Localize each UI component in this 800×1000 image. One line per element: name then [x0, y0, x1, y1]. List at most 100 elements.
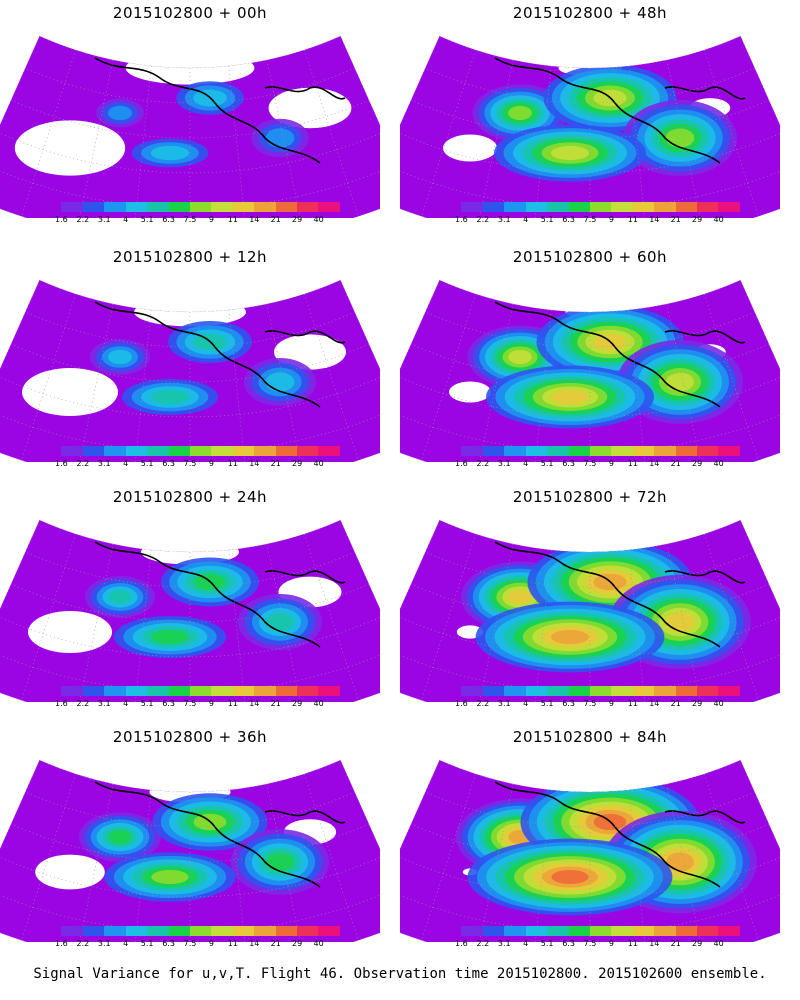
colorbar-tick-label: 4 [123, 215, 129, 224]
variance-map [0, 279, 380, 462]
panel-title: 2015102800 + 72h [512, 488, 668, 506]
colorbar-swatch [547, 926, 569, 936]
colorbar-swatch [40, 686, 62, 696]
colorbar-tick-label: 40 [313, 699, 324, 708]
colorbar-tick-label: 7.5 [183, 215, 197, 224]
colorbar-tick-label: 7.5 [583, 939, 597, 948]
colorbar [40, 926, 340, 936]
colorbar [40, 202, 340, 212]
map-panel: 2015102800 + 12h 1.6 2.2 3.1 4 5.1 6.3 7.5 9 11 14… [0, 248, 380, 488]
colorbar-swatch [525, 202, 548, 212]
panel-title: 2015102800 + 84h [512, 728, 668, 746]
variance-contour [151, 870, 189, 884]
colorbar-swatch [61, 446, 83, 456]
colorbar-tick-label: 21 [670, 215, 681, 224]
missing-data-area [443, 134, 497, 162]
colorbar [40, 446, 340, 456]
colorbar-swatch [189, 202, 212, 212]
colorbar-tick-label: 5.1 [540, 699, 554, 708]
colorbar-tick-label: 6.3 [562, 459, 575, 468]
missing-data-area [35, 854, 105, 890]
colorbar-swatch [654, 686, 676, 696]
latitude-line [400, 407, 780, 453]
variance-map [400, 519, 780, 702]
colorbar-swatch [318, 686, 340, 696]
colorbar-tick-label: 9 [608, 215, 614, 224]
colorbar-swatch [275, 686, 298, 696]
colorbar-swatch [440, 926, 462, 936]
latitude-line [400, 647, 780, 693]
colorbar-swatch [82, 202, 105, 212]
colorbar-tick-label: 14 [649, 699, 660, 708]
colorbar-tick-label: 5.1 [140, 939, 154, 948]
colorbar-swatch [147, 686, 169, 696]
colorbar-tick-label: 5.1 [140, 699, 154, 708]
colorbar-swatch [589, 446, 612, 456]
colorbar-labels: 1.6 2.2 3.1 4 5.1 6.3 7.5 9 11 14 21 29 40 [40, 215, 340, 225]
colorbar-swatch [461, 446, 483, 456]
colorbar-swatch [504, 446, 526, 456]
colorbar-tick-label: 14 [249, 215, 260, 224]
colorbar-tick-label: 3.1 [497, 215, 511, 224]
variance-contour [666, 852, 694, 872]
colorbar-swatch [718, 446, 740, 456]
colorbar-swatch [61, 686, 83, 696]
colorbar-tick-label: 3.1 [97, 459, 111, 468]
colorbar-tick-label: 40 [713, 699, 724, 708]
variance-contour [266, 612, 294, 632]
colorbar-swatch [82, 446, 105, 456]
figure-caption: Signal Variance for u,v,T. Flight 46. Ob… [33, 966, 767, 982]
colorbar-swatch [632, 202, 655, 212]
colorbar-tick-label: 1.6 [55, 699, 68, 708]
colorbar-swatch [318, 202, 340, 212]
colorbar-tick-label: 9 [208, 459, 214, 468]
variance-contour [508, 350, 532, 364]
colorbar-tick-label: 2.2 [476, 459, 490, 468]
colorbar-swatch [440, 686, 462, 696]
variance-contour [108, 105, 132, 121]
colorbar-tick-label: 2.2 [76, 699, 90, 708]
colorbar-tick-label: 21 [670, 939, 681, 948]
colorbar-tick-label: 29 [692, 459, 703, 468]
colorbar-labels: 1.6 2.2 3.1 4 5.1 6.3 7.5 9 11 14 21 29 40 [440, 939, 740, 949]
colorbar-tick-label: 1.6 [455, 459, 468, 468]
colorbar-labels: 1.6 2.2 3.1 4 5.1 6.3 7.5 9 11 14 21 29 40 [40, 699, 340, 709]
colorbar-swatch [211, 202, 233, 212]
panel-title: 2015102800 + 12h [112, 248, 268, 266]
panel-title: 2015102800 + 00h [112, 4, 268, 22]
colorbar-swatch [675, 446, 698, 456]
colorbar-swatch [82, 686, 105, 696]
colorbar-tick-label: 6.3 [162, 699, 175, 708]
colorbar-tick-label: 7.5 [583, 215, 597, 224]
colorbar-tick-label: 5.1 [540, 939, 554, 948]
colorbar [440, 446, 740, 456]
colorbar-swatch [482, 446, 505, 456]
colorbar-tick-label: 11 [627, 939, 638, 948]
colorbar-tick-label: 6.3 [562, 939, 575, 948]
colorbar-tick-label: 14 [249, 699, 260, 708]
colorbar-tick-label: 21 [270, 215, 281, 224]
colorbar-swatch [297, 446, 319, 456]
colorbar [440, 686, 740, 696]
colorbar-swatch [461, 686, 483, 696]
map-panel: 2015102800 + 84h 1.6 2.2 3.1 4 5.1 6.3 7.5 9 11 14… [400, 728, 780, 968]
colorbar-swatch [275, 446, 298, 456]
latitude-line [10, 583, 370, 623]
colorbar-labels: 1.6 2.2 3.1 4 5.1 6.3 7.5 9 11 14 21 29 40 [40, 939, 340, 949]
colorbar-swatch [632, 926, 655, 936]
colorbar-tick-label: 6.3 [162, 459, 175, 468]
colorbar-swatch [589, 926, 612, 936]
variance-contour [265, 372, 295, 392]
colorbar-tick-label: 2.2 [476, 215, 490, 224]
colorbar-swatch [654, 446, 676, 456]
colorbar-swatch [461, 926, 483, 936]
colorbar-swatch [254, 446, 276, 456]
colorbar-tick-label: 9 [208, 699, 214, 708]
colorbar-tick-label: 21 [270, 939, 281, 948]
colorbar-tick-label: 29 [292, 939, 303, 948]
colorbar-tick-label: 14 [649, 459, 660, 468]
latitude-line [0, 163, 380, 209]
colorbar-swatch [568, 926, 590, 936]
colorbar-swatch [82, 926, 105, 936]
colorbar-tick-label: 5.1 [540, 459, 554, 468]
